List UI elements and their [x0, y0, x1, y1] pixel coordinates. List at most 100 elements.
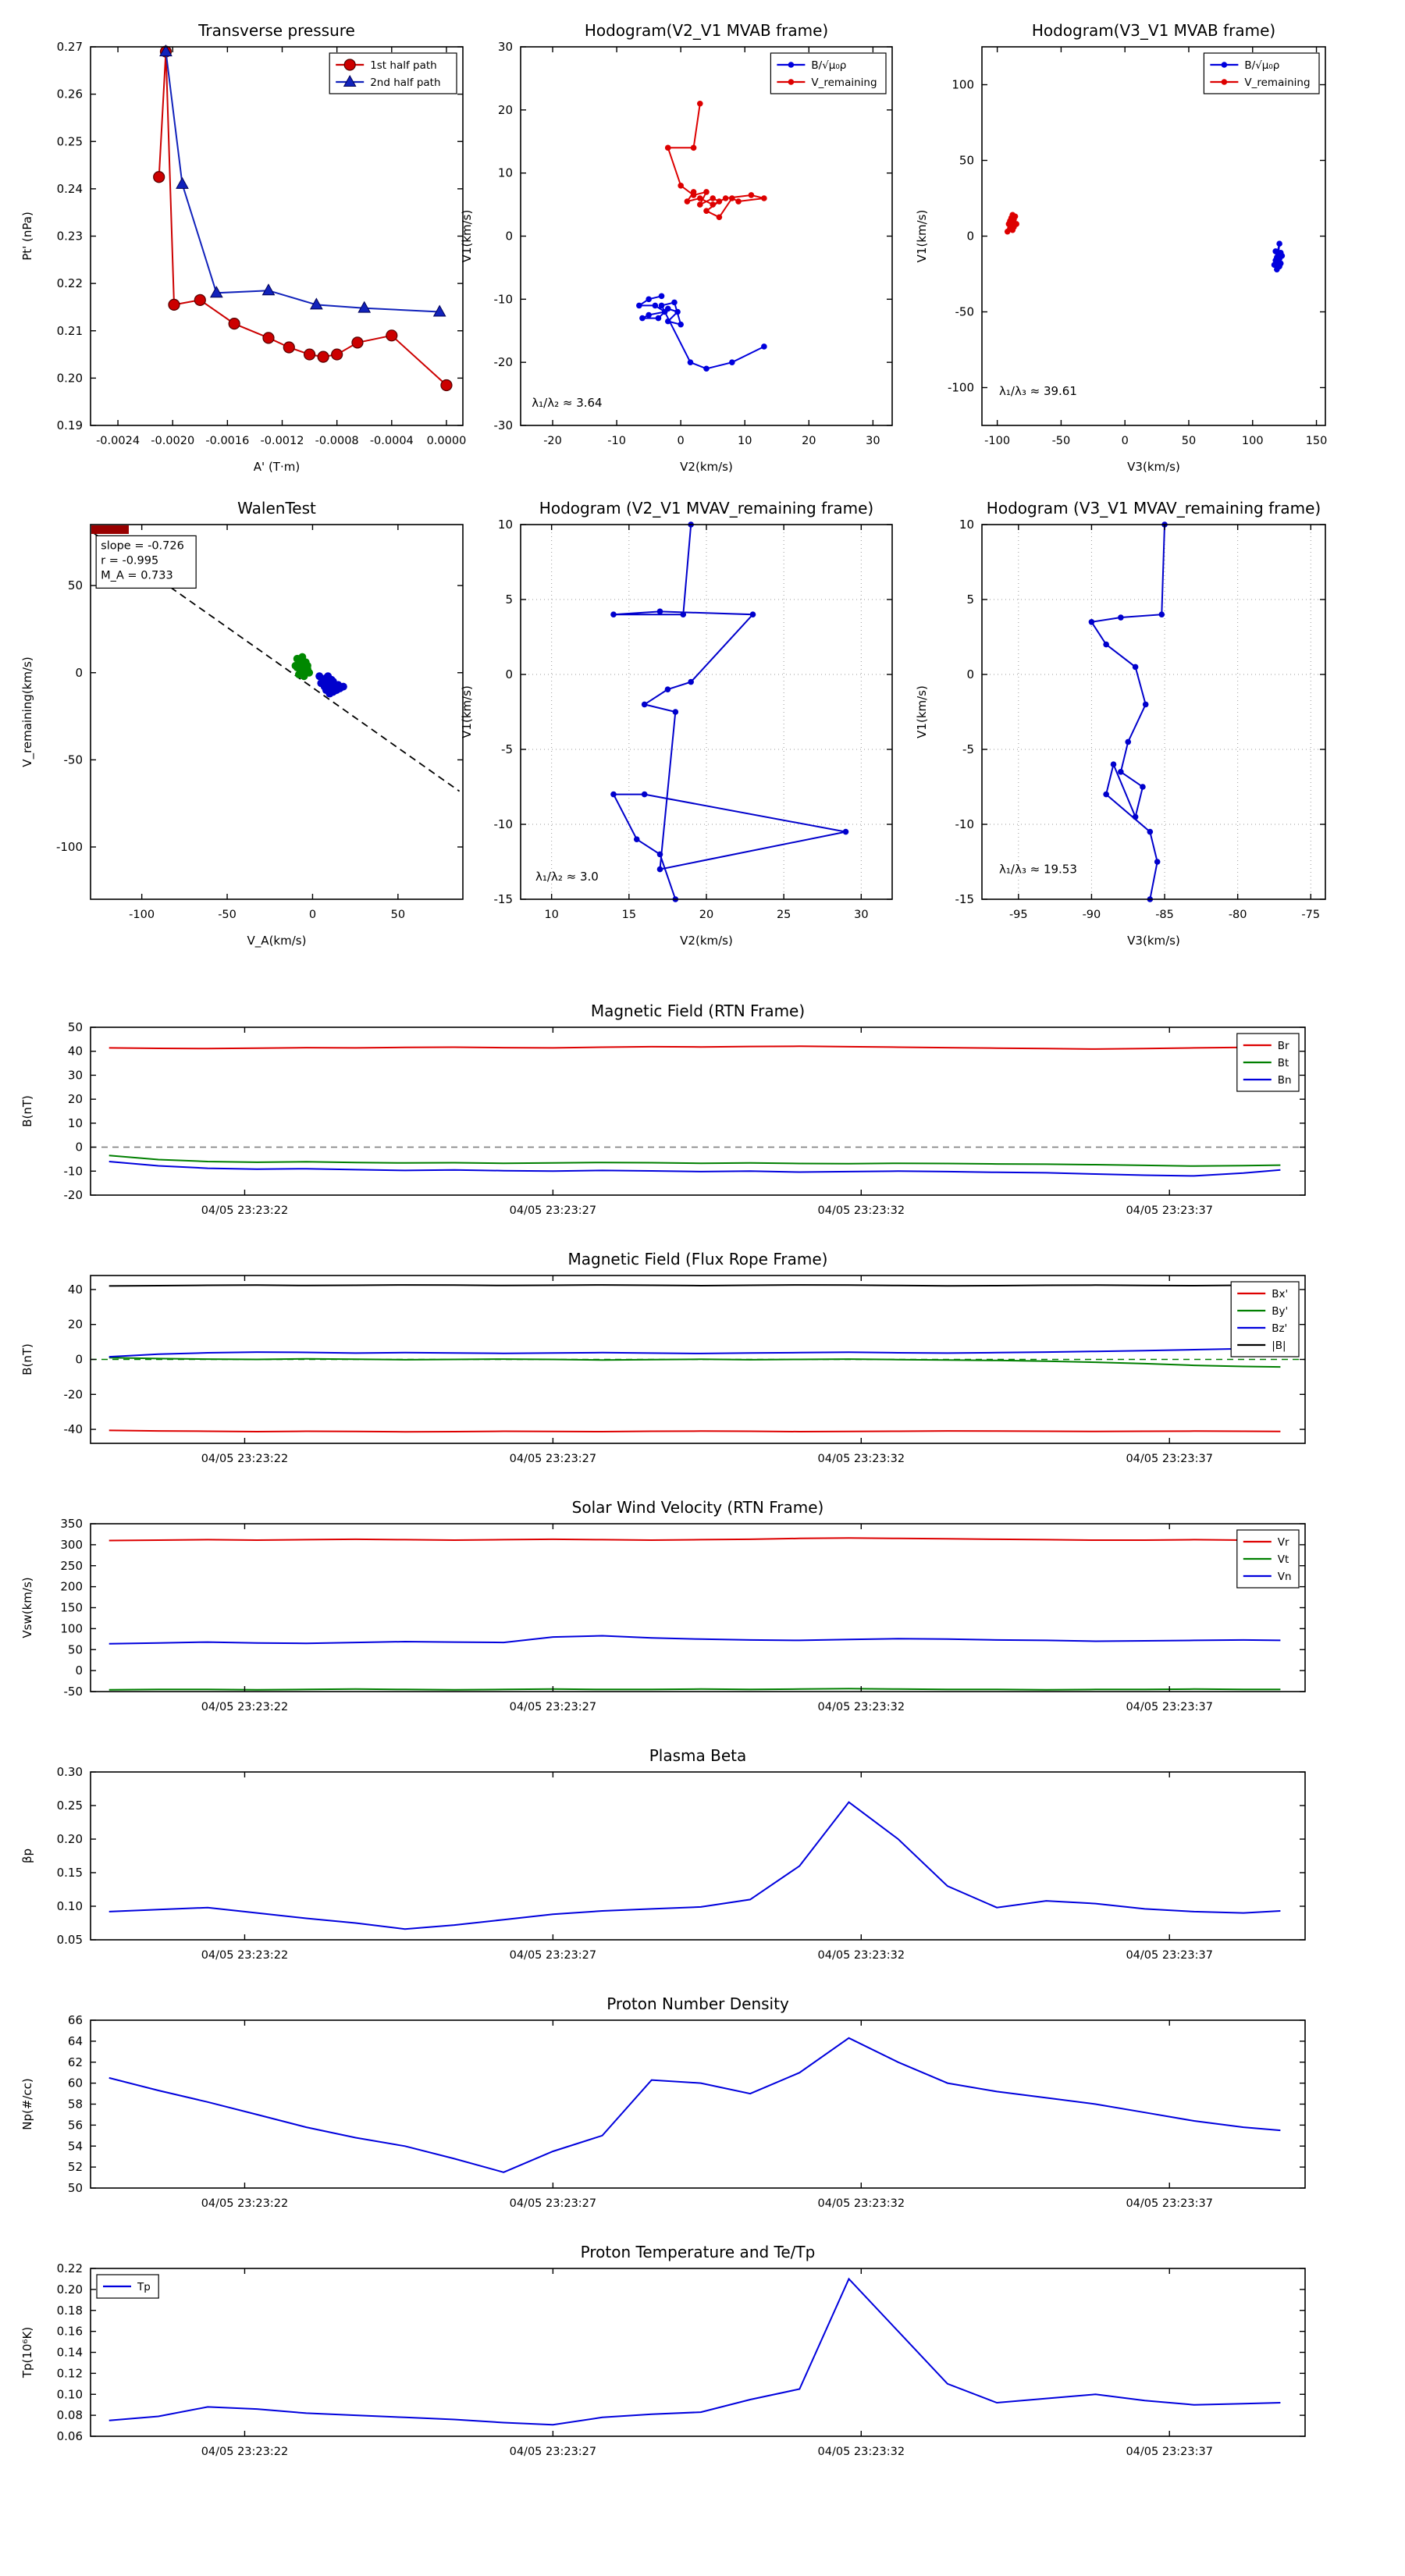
- y-tick-label: 0.14: [57, 2346, 83, 2360]
- triangle-marker: [176, 176, 189, 189]
- x-tick-label: 04/05 23:23:22: [201, 2446, 289, 2458]
- y-tick-label: 50: [68, 578, 83, 592]
- series-line: [108, 1537, 1281, 1542]
- dot-marker: [322, 686, 330, 695]
- dot-marker: [1276, 240, 1282, 247]
- x-tick-label: 04/05 23:23:37: [1126, 1701, 1213, 1713]
- x-tick-label: -95: [1009, 909, 1028, 921]
- circle-marker: [343, 59, 356, 71]
- legend-label: B/√μ₀ρ: [1244, 59, 1279, 72]
- y-tick-label: 0.19: [57, 418, 83, 432]
- dot-marker: [678, 183, 684, 189]
- y-tick-label: 0.22: [57, 276, 83, 290]
- circle-marker: [283, 341, 295, 354]
- series-line: [108, 1429, 1281, 1433]
- circle-marker: [317, 350, 329, 363]
- y-axis-label: Tp(10⁶K): [20, 2327, 34, 2379]
- y-tick-label: -15: [494, 892, 514, 906]
- circle-marker: [262, 332, 275, 344]
- dot-marker: [703, 189, 710, 195]
- hodogram-v2v1-mvav-plot: 10 15 20 25 30 -15 -10 -5 0 5 10 Hodogram (V2_V1 MV…: [460, 499, 893, 948]
- y-tick-label: 0.30: [57, 1765, 83, 1779]
- dot-marker: [1125, 738, 1132, 745]
- dot-marker: [761, 343, 767, 350]
- legend-label: Vt: [1278, 1553, 1289, 1566]
- dot-marker: [300, 664, 308, 672]
- x-tick-label: -0.0012: [261, 435, 304, 447]
- dot-marker: [305, 668, 314, 677]
- y-tick-label: 0.10: [57, 1899, 83, 1913]
- mag-rtn-plot: 04/05 23:23:22 04/05 23:23:27 04/05 23:23:…: [20, 1002, 1306, 1217]
- y-tick-label: 0: [75, 666, 83, 680]
- y-tick-label: -50: [955, 305, 975, 319]
- chart-title: Proton Number Density: [606, 1994, 789, 2013]
- annotation-text: λ₁/λ₂ ≈ 3.64: [532, 396, 602, 410]
- chart-title: Magnetic Field (Flux Rope Frame): [568, 1250, 828, 1268]
- circle-marker: [194, 294, 206, 306]
- x-tick-label: -75: [1301, 909, 1320, 921]
- chart-hodogram-v2v1-mvab: -20 -10 0 10 20 30 -30 -20 -10 0 10 20 30 Hodogram(V2…: [452, 9, 909, 486]
- series-line: [108, 1635, 1281, 1645]
- circle-marker: [351, 336, 364, 349]
- y-tick-label: 0.10: [57, 2387, 83, 2401]
- triangle-marker: [159, 44, 173, 57]
- y-tick-label: 20: [68, 1092, 83, 1106]
- dot-marker: [646, 296, 652, 303]
- x-tick-label: 04/05 23:23:22: [201, 1701, 289, 1713]
- dot-marker: [1271, 262, 1278, 269]
- axes-frame: [90, 1771, 1306, 1941]
- dot-marker: [1009, 226, 1016, 233]
- y-axis-label: V1(km/s): [915, 685, 929, 738]
- y-tick-label: 0: [75, 1663, 83, 1678]
- legend-label: Bn: [1278, 1074, 1292, 1087]
- dot-marker: [339, 682, 347, 691]
- transverse-pressure-plot: -0.0024 -0.0020 -0.0016 -0.0012 -0.0008 -0.00…: [20, 21, 466, 474]
- x-tick-label: 04/05 23:23:37: [1126, 2197, 1213, 2210]
- circle-marker: [303, 348, 316, 361]
- y-axis-label: B(nT): [20, 1343, 34, 1375]
- mag-fluxrope-plot: 04/05 23:23:22 04/05 23:23:27 04/05 23:23:…: [20, 1250, 1306, 1465]
- chart-hodogram-v3v1-mvab: -100 -50 0 50 100 150 -100 -50 0 50 100 Hodogram(V3…: [907, 9, 1343, 486]
- x-tick-label: -100: [984, 435, 1010, 447]
- y-axis-label: βp: [20, 1848, 34, 1863]
- y-tick-label: 20: [498, 103, 513, 117]
- plasma-beta-plot: 04/05 23:23:22 04/05 23:23:27 04/05 23:23:…: [20, 1746, 1306, 1962]
- legend-box: [770, 52, 887, 94]
- circle-marker: [440, 379, 453, 392]
- dot-marker: [664, 144, 671, 151]
- y-tick-label: 300: [60, 1538, 83, 1552]
- series-line: [1090, 524, 1165, 900]
- x-tick-label: 20: [802, 435, 816, 447]
- x-tick-label: 04/05 23:23:37: [1126, 1204, 1213, 1217]
- y-tick-label: 200: [60, 1580, 83, 1594]
- chart-title: Proton Temperature and Te/Tp: [581, 2243, 816, 2261]
- y-tick-label: 40: [68, 1044, 83, 1059]
- chart-hodogram-v2v1-mvav: 10 15 20 25 30 -15 -10 -5 0 5 10 Hodogram (V2_V1 MV…: [452, 487, 909, 960]
- x-tick-label: 04/05 23:23:27: [510, 2446, 597, 2458]
- dot-marker: [690, 144, 697, 151]
- triangle-marker: [261, 283, 276, 296]
- dot-marker: [1221, 62, 1228, 68]
- dot-marker: [658, 293, 665, 300]
- legend-label: 1st half path: [370, 59, 437, 72]
- y-tick-label: 0.25: [57, 1799, 83, 1813]
- y-tick-label: 56: [68, 2118, 83, 2132]
- annotation-text: λ₁/λ₃ ≈ 39.61: [999, 384, 1077, 398]
- x-tick-label: 04/05 23:23:37: [1126, 1949, 1213, 1962]
- y-tick-label: -50: [64, 753, 84, 767]
- annotation-text: λ₁/λ₂ ≈ 3.0: [535, 870, 599, 884]
- y-tick-label: 0.20: [57, 1832, 83, 1846]
- x-tick-label: 04/05 23:23:27: [510, 1701, 597, 1713]
- series-line: [108, 1357, 1281, 1368]
- dot-marker: [1110, 761, 1117, 767]
- y-tick-label: 0.25: [57, 134, 83, 148]
- x-tick-label: 25: [777, 909, 791, 921]
- dot-marker: [1147, 828, 1154, 835]
- x-tick-label: 04/05 23:23:27: [510, 2197, 597, 2210]
- y-tick-label: 50: [68, 2181, 83, 2195]
- series-line: [108, 1801, 1281, 1930]
- dot-marker: [761, 195, 767, 201]
- dot-marker: [729, 195, 735, 201]
- series-line: [108, 1155, 1281, 1167]
